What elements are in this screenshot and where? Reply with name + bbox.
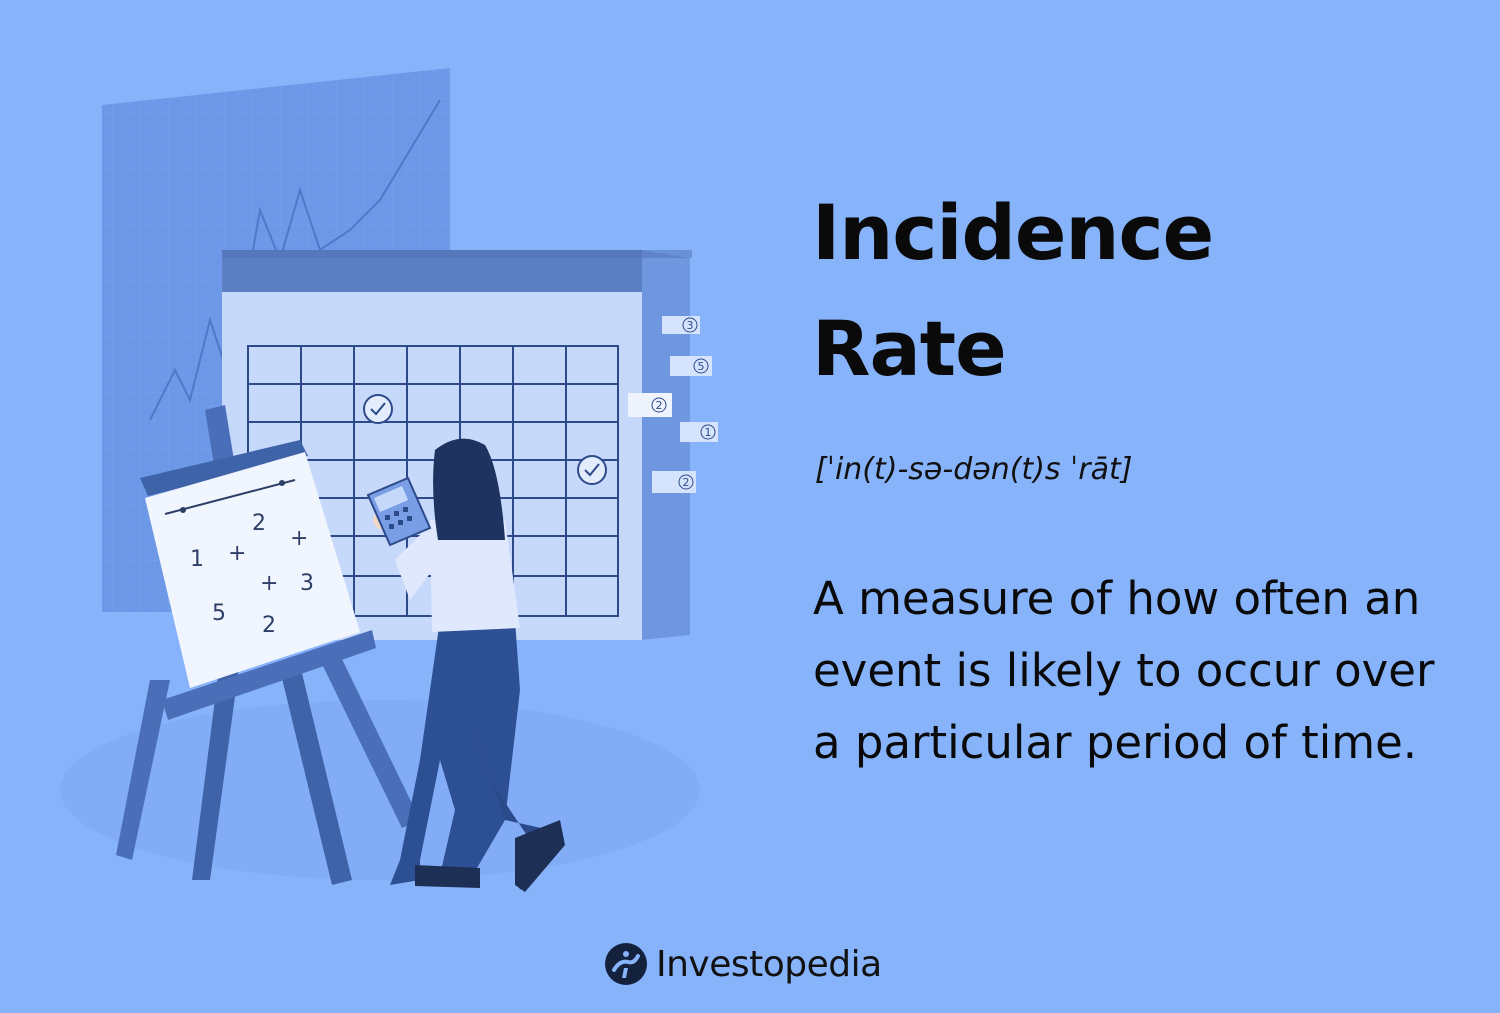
tab-label: 5 <box>698 360 705 373</box>
calculator-icon <box>366 476 432 547</box>
illustration: 3 5 2 1 2 2 + 1 + + <box>102 68 718 892</box>
math-char: + <box>260 571 278 596</box>
math-char: 3 <box>300 571 314 596</box>
check-icon <box>577 455 607 485</box>
definition: A measure of how often an event is likel… <box>813 572 1435 769</box>
tab-label: 2 <box>683 476 690 489</box>
math-char: + <box>228 541 246 566</box>
easel-math: 2 + 1 + + 3 5 2 <box>164 479 314 638</box>
math-char: 1 <box>190 547 204 572</box>
brand: Investopedia <box>604 942 882 986</box>
tab-label: 1 <box>705 426 712 439</box>
pronunciation: [ˈin(t)-sə-dən(t)s ˈrāt] <box>815 452 1133 487</box>
term-title: Incidence Rate <box>812 175 1214 407</box>
brand-name: Investopedia <box>656 943 882 985</box>
calendar-tabs: 3 5 2 1 2 <box>628 316 718 493</box>
person <box>373 438 565 892</box>
term-title-line2: Rate <box>812 304 1007 393</box>
math-char: 5 <box>212 601 226 626</box>
easel <box>116 405 420 885</box>
tab-label: 3 <box>687 319 694 332</box>
math-char: 2 <box>252 511 266 536</box>
math-char: + <box>290 526 308 551</box>
investopedia-logo-icon <box>605 943 647 985</box>
math-char: 2 <box>262 613 276 638</box>
check-icon <box>363 394 393 424</box>
tab-label: 2 <box>656 399 663 412</box>
term-title-line1: Incidence <box>812 188 1214 277</box>
